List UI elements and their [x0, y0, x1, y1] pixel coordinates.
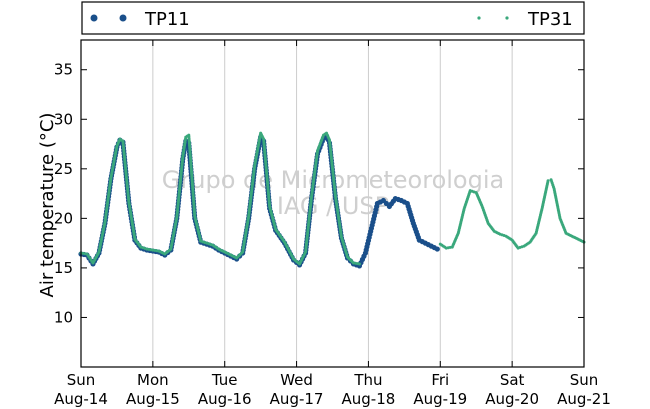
x-tick-date-label: Aug-21	[557, 390, 611, 408]
gridlines	[152, 40, 513, 367]
legend-marker-tp11	[90, 14, 98, 22]
y-axis: 10 15 20 25 30 35	[54, 61, 584, 326]
x-tick-date-label: Aug-17	[270, 390, 324, 408]
legend-marker-tp11	[119, 14, 127, 22]
x-tick-day-label: Sat	[500, 371, 525, 389]
legend-label-tp11: TP11	[144, 9, 190, 30]
plot-frame	[80, 39, 585, 368]
data-point	[357, 262, 361, 266]
x-tick-day-label: Sun	[570, 371, 599, 389]
legend-marker-tp31	[505, 16, 509, 20]
y-tick-label: 35	[54, 61, 73, 79]
x-tick-date-label: Aug-16	[198, 390, 252, 408]
y-tick-label: 15	[54, 259, 73, 277]
x-tick-date-label: Aug-20	[485, 390, 539, 408]
data-point	[434, 246, 440, 252]
x-tick-date-label: Aug-19	[413, 390, 467, 408]
y-tick-label: 20	[54, 209, 73, 227]
x-tick-day-label: Fri	[431, 371, 449, 389]
x-tick-day-label: Thu	[353, 371, 382, 389]
y-tick-label: 25	[54, 160, 73, 178]
y-tick-label: 10	[54, 308, 73, 326]
x-tick-date-label: Aug-18	[342, 390, 396, 408]
series-tp31	[79, 131, 586, 266]
plot-area	[81, 40, 584, 367]
data-point	[546, 179, 550, 183]
legend: TP11 TP31	[81, 1, 585, 35]
y-axis-label: Air temperature (°C)	[37, 113, 58, 298]
x-axis: SunAug-14MonAug-15TueAug-16WedAug-17ThuA…	[54, 40, 611, 408]
x-tick-day-label: Mon	[137, 371, 169, 389]
x-tick-day-label: Tue	[211, 371, 238, 389]
y-tick-label: 30	[54, 110, 73, 128]
legend-label-tp31: TP31	[527, 9, 573, 30]
x-tick-date-label: Aug-15	[126, 390, 180, 408]
x-tick-day-label: Wed	[280, 371, 313, 389]
legend-frame	[81, 1, 585, 35]
x-tick-day-label: Sun	[67, 371, 96, 389]
legend-marker-tp31	[477, 16, 481, 20]
x-tick-date-label: Aug-14	[54, 390, 108, 408]
